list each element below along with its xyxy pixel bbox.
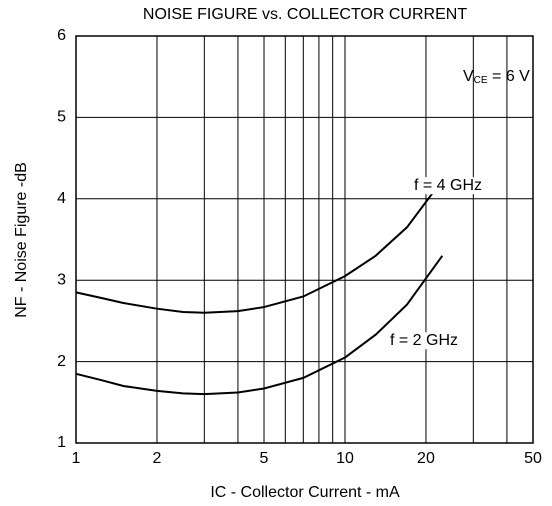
x-tick-label: 1: [72, 450, 81, 467]
annotation-subscript: CE: [474, 75, 488, 86]
series-line: [75, 190, 436, 314]
annotation-text: V: [463, 68, 474, 85]
plot-frame: [75, 35, 534, 444]
y-tick-label: 1: [57, 434, 66, 451]
x-tick-label: 10: [336, 450, 354, 467]
annotation: VCE = 6 V: [463, 68, 530, 85]
x-tick-label: 50: [524, 450, 542, 467]
y-tick-label: 6: [57, 27, 66, 44]
y-tick-label: 5: [57, 109, 66, 126]
series-label: f = 4 GHz: [414, 177, 482, 194]
series-label: f = 2 GHz: [390, 332, 458, 349]
y-axis-label: NF - Noise Figure -dB: [13, 162, 30, 318]
annotation-suffix: = 6 V: [488, 68, 531, 85]
label-background: [388, 332, 461, 350]
x-axis-label: IC - Collector Current - mA: [210, 484, 400, 501]
y-tick-label: 4: [57, 190, 66, 207]
series-line: [75, 255, 444, 396]
x-tick-label: 20: [417, 450, 435, 467]
x-tick-label: 2: [153, 450, 162, 467]
label-background: [412, 177, 485, 195]
y-tick-label: 2: [57, 353, 66, 370]
chart-title: NOISE FIGURE vs. COLLECTOR CURRENT: [143, 6, 467, 23]
x-tick-label: 5: [260, 450, 269, 467]
y-tick-label: 3: [57, 271, 66, 288]
